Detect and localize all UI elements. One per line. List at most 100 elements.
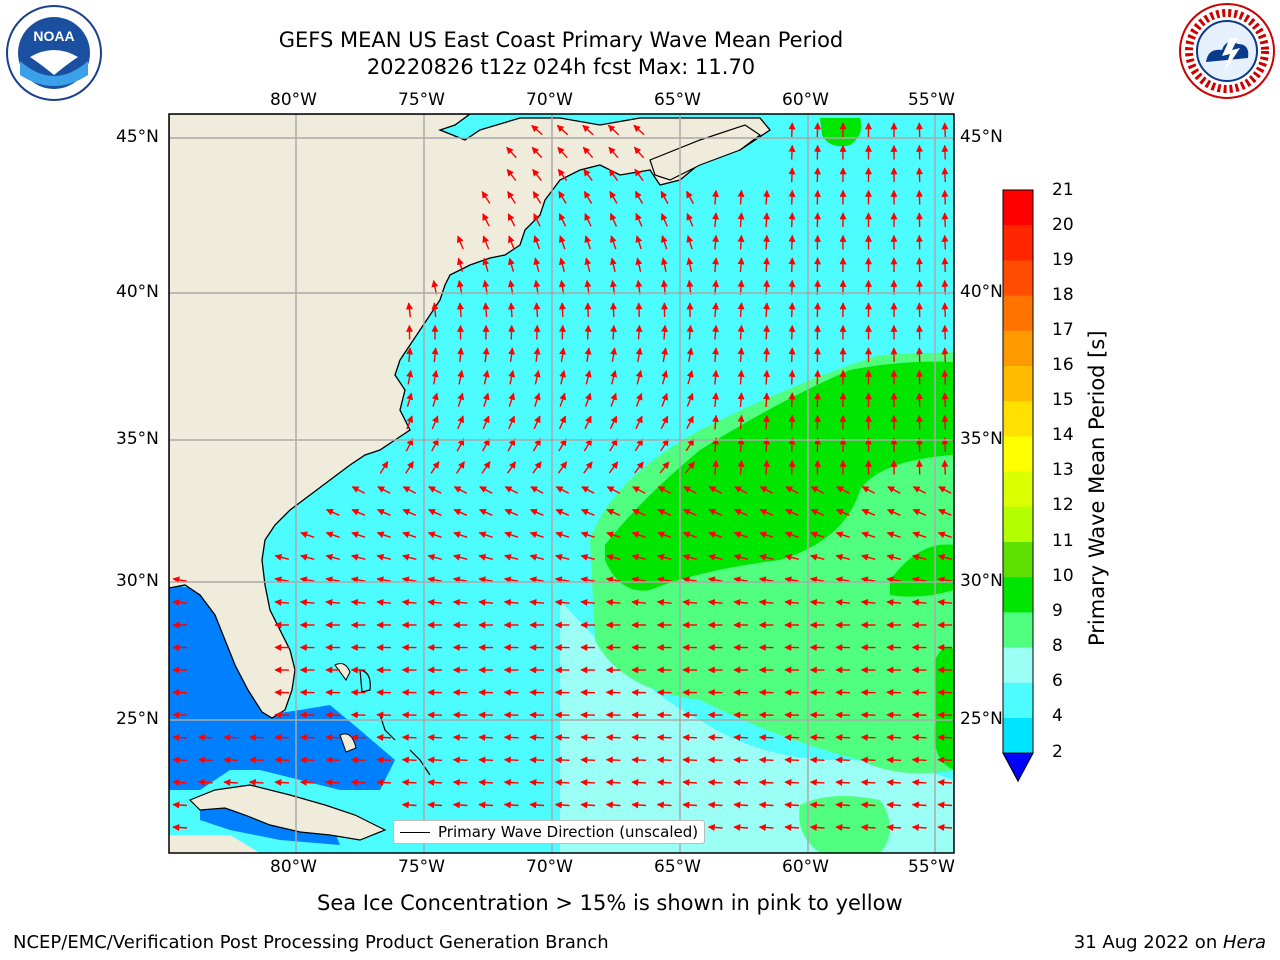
wave-direction-arrow — [656, 598, 672, 606]
wave-direction-arrow — [708, 509, 723, 516]
wave-direction-arrow — [657, 486, 672, 494]
wave-direction-arrow — [299, 598, 315, 606]
wave-direction-arrow — [763, 189, 771, 205]
wave-direction-arrow — [707, 576, 723, 584]
wave-direction-arrow — [605, 598, 621, 606]
wave-direction-arrow — [401, 598, 417, 606]
wave-direction-arrow — [481, 438, 491, 452]
wave-direction-arrow — [610, 324, 618, 340]
wave-direction-arrow — [685, 461, 695, 474]
wave-direction-arrow — [784, 553, 799, 561]
lon-label-bottom-60w: 60°W — [782, 857, 829, 877]
wave-direction-arrow — [810, 553, 825, 561]
wave-direction-arrow — [656, 576, 672, 584]
wave-direction-arrow — [937, 553, 952, 561]
wave-direction-arrow — [482, 347, 490, 363]
wave-direction-arrow — [325, 553, 340, 561]
wave-direction-arrow — [835, 531, 850, 539]
wave-direction-arrow — [299, 733, 315, 741]
wave-direction-arrow — [937, 531, 952, 539]
wave-direction-arrow — [860, 823, 876, 831]
wave-direction-arrow — [758, 598, 774, 606]
colorbar-title: Primary Wave Mean Period [s] — [1085, 330, 1109, 646]
wave-direction-arrow — [379, 461, 389, 474]
wave-direction-arrow — [685, 190, 695, 204]
wave-direction-arrow — [558, 213, 567, 227]
wave-direction-arrow — [788, 459, 796, 475]
wave-direction-arrow — [712, 257, 720, 273]
lon-label-top-65w: 65°W — [654, 90, 701, 110]
wave-direction-arrow — [836, 486, 850, 494]
wave-direction-arrow — [507, 257, 515, 272]
wave-direction-arrow — [580, 801, 596, 809]
nws-logo — [1178, 2, 1276, 100]
wave-direction-arrow — [788, 302, 796, 318]
wave-direction-arrow — [759, 509, 774, 516]
wave-direction-arrow — [481, 191, 491, 204]
wave-direction-arrow — [763, 324, 771, 340]
colorbar-tick-14: 14 — [1052, 425, 1074, 445]
wave-direction-arrow — [531, 124, 543, 136]
wave-direction-arrow — [737, 189, 745, 205]
land-cuba — [188, 784, 387, 841]
wave-direction-arrow — [788, 369, 796, 385]
wave-direction-arrow — [456, 461, 465, 474]
wave-direction-arrow — [712, 189, 720, 205]
wave-direction-arrow — [606, 509, 621, 516]
wave-direction-arrow — [406, 369, 414, 385]
wave-direction-arrow — [788, 234, 796, 250]
wave-direction-arrow — [351, 486, 366, 494]
wave-direction-arrow — [941, 347, 949, 363]
colorbar-tick-2: 2 — [1052, 742, 1063, 762]
colorbar-tick-18: 18 — [1052, 285, 1074, 305]
wave-direction-arrow — [712, 302, 720, 318]
wave-direction-arrow — [274, 598, 290, 606]
wave-direction-arrow — [912, 509, 927, 516]
wave-direction-arrow — [860, 801, 876, 809]
wave-direction-arrow — [456, 438, 465, 452]
wave-direction-arrow — [763, 392, 771, 408]
lat-label-left-35n: 35°N — [116, 429, 159, 449]
wave-direction-arrow — [558, 257, 566, 272]
wave-direction-arrow — [810, 509, 825, 516]
wave-direction-arrow — [248, 778, 264, 786]
wave-direction-arrow — [431, 347, 439, 363]
wave-direction-arrow — [376, 553, 391, 561]
wave-direction-arrow — [299, 756, 315, 764]
wave-direction-arrow — [609, 257, 617, 272]
lat-label-right-35n: 35°N — [960, 429, 1003, 449]
wave-direction-arrow — [707, 778, 723, 786]
wave-direction-arrow — [532, 438, 542, 452]
wave-direction-arrow — [453, 509, 468, 516]
wave-direction-arrow — [453, 486, 468, 494]
wave-direction-arrow — [708, 486, 723, 494]
wave-direction-arrow — [784, 598, 800, 606]
wave-direction-arrow — [482, 415, 490, 430]
wave-direction-arrow — [707, 756, 723, 764]
wave-direction-arrow — [758, 801, 774, 809]
wave-direction-arrow — [631, 576, 647, 584]
wave-direction-arrow — [733, 553, 748, 561]
wave-direction-arrow — [733, 576, 749, 584]
noaa-logo: NOAA — [6, 5, 102, 101]
land-us-east-coast — [169, 114, 771, 719]
wave-direction-arrow — [886, 756, 902, 764]
wave-direction-arrow — [376, 733, 392, 741]
land-south-edge — [169, 835, 260, 853]
island-bahamas-1 — [334, 663, 351, 681]
wave-direction-arrow — [401, 576, 417, 584]
wave-direction-arrow — [659, 461, 670, 474]
lon-label-bottom-55w: 55°W — [908, 857, 955, 877]
wave-direction-arrow — [737, 302, 745, 318]
legend-line-sample — [400, 831, 430, 833]
wave-direction-arrow — [584, 257, 592, 272]
wave-direction-arrow — [606, 486, 621, 494]
wave-direction-arrow — [533, 347, 541, 362]
wave-direction-arrow — [325, 598, 341, 606]
wave-direction-arrow — [350, 733, 366, 741]
wave-direction-arrow — [507, 213, 516, 227]
wave-direction-arrow — [712, 414, 720, 430]
wave-direction-arrow — [427, 733, 443, 741]
wave-direction-arrow — [584, 302, 592, 318]
wave-direction-arrow — [733, 801, 749, 809]
